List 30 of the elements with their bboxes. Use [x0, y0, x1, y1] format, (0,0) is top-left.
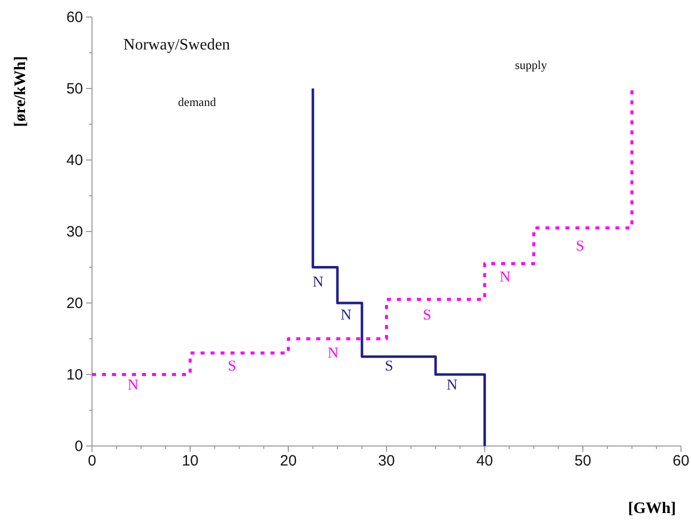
- annotation: N: [312, 274, 324, 290]
- x-tick-label: 10: [182, 452, 199, 470]
- x-tick-label: 30: [378, 452, 395, 470]
- y-tick-label: 10: [66, 366, 83, 384]
- annotation: S: [422, 307, 432, 324]
- x-tick-label: 0: [88, 452, 96, 470]
- x-tick-label: 40: [476, 452, 494, 470]
- annotation: N: [328, 345, 339, 362]
- y-tick-label: 0: [74, 438, 83, 455]
- x-tick-label: 50: [574, 452, 592, 470]
- annotation: S: [384, 358, 394, 374]
- annotation: demand: [178, 94, 216, 109]
- annotation: N: [128, 377, 139, 394]
- x-axis-title: [GWh]: [628, 500, 676, 517]
- annotation: S: [228, 358, 236, 374]
- x-tick-label: 20: [280, 452, 297, 470]
- y-tick-label: 20: [66, 294, 83, 312]
- y-axis-title: [øre/kWh]: [12, 56, 29, 127]
- annotation: supply: [514, 58, 548, 72]
- annotation: N: [446, 377, 458, 394]
- annotation: N: [500, 269, 511, 286]
- annotation: S: [576, 238, 584, 254]
- x-tick-label: 60: [672, 452, 690, 470]
- y-tick-label: 50: [66, 80, 83, 98]
- text: Norway/Sweden: [123, 36, 230, 54]
- y-tick-label: 60: [66, 8, 83, 26]
- y-tick-label: 30: [66, 223, 83, 240]
- annotation: N: [340, 307, 352, 324]
- y-tick-label: 40: [66, 152, 83, 169]
- line-series: [312, 87, 486, 448]
